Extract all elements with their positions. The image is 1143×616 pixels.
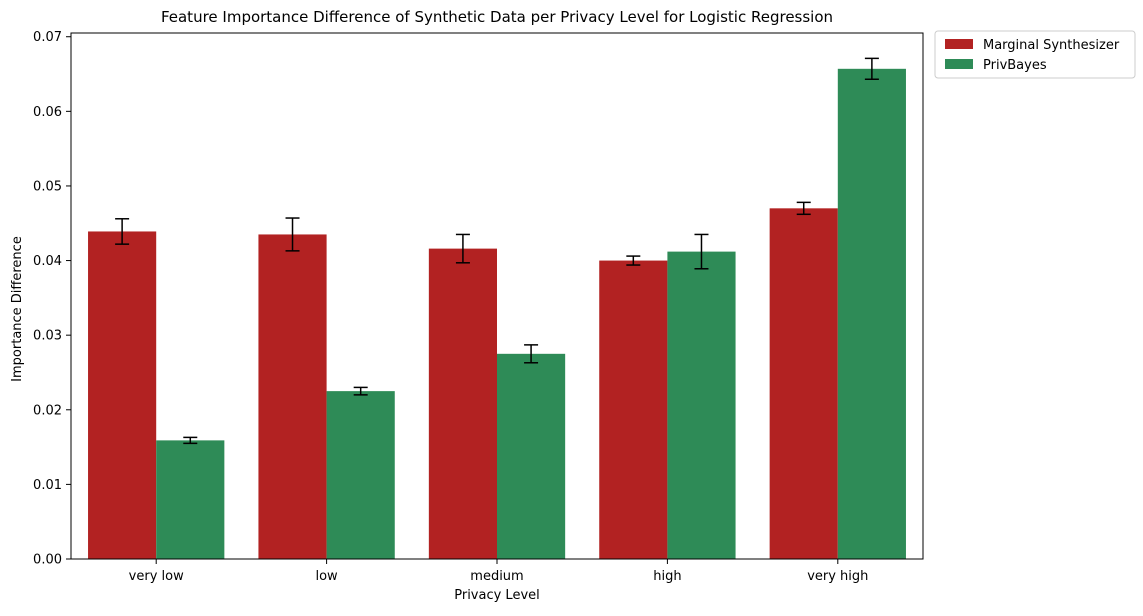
- bar-marginal: [258, 234, 327, 559]
- legend-label: Marginal Synthesizer: [983, 38, 1120, 53]
- y-tick-label: 0.03: [33, 329, 62, 344]
- bar-privbayes: [156, 440, 225, 559]
- y-tick-label: 0.04: [33, 254, 62, 269]
- legend-box: [934, 30, 1136, 79]
- y-tick-label: 0.07: [33, 30, 62, 45]
- x-tick-label: very low: [129, 569, 184, 584]
- bar-privbayes: [497, 353, 566, 559]
- bar-privbayes: [667, 251, 736, 560]
- error-bar: [183, 436, 198, 445]
- error-bar: [115, 218, 130, 245]
- error-bar: [524, 344, 539, 364]
- error-bar: [455, 233, 470, 264]
- error-bar: [626, 255, 641, 266]
- plot-area: 0.00 0.01 0.02 0.03 0.04 0.05 0.06 0.07 very low…: [33, 30, 924, 584]
- y-tick-label: 0.02: [33, 403, 62, 418]
- legend-swatch: [945, 59, 973, 69]
- legend-swatch: [945, 39, 973, 49]
- bar-privbayes: [837, 68, 906, 559]
- y-tick-label: 0.00: [33, 553, 62, 568]
- bar-marginal: [428, 248, 497, 559]
- bar-marginal: [769, 208, 838, 559]
- error-bar: [796, 201, 811, 216]
- x-tick-label: high: [653, 569, 681, 584]
- bar-privbayes: [326, 391, 395, 559]
- x-tick-label: very high: [807, 569, 868, 584]
- x-tick-label: medium: [470, 569, 523, 584]
- bar-marginal: [599, 260, 668, 559]
- bar-marginal: [88, 231, 157, 559]
- error-bar: [353, 386, 368, 396]
- legend-label: PrivBayes: [983, 58, 1047, 73]
- error-bar: [285, 217, 300, 252]
- error-bar: [694, 233, 709, 270]
- y-tick-label: 0.01: [33, 478, 62, 493]
- error-bar: [864, 57, 879, 81]
- legend: Marginal Synthesizer PrivBayes: [934, 30, 1136, 79]
- x-tick-label: low: [315, 569, 338, 584]
- x-axis-label: Privacy Level: [454, 588, 540, 603]
- y-axis-label: Importance Difference: [10, 236, 25, 382]
- y-tick-label: 0.05: [33, 179, 62, 194]
- y-tick-label: 0.06: [33, 105, 62, 120]
- chart-title: Feature Importance Difference of Synthet…: [161, 8, 833, 26]
